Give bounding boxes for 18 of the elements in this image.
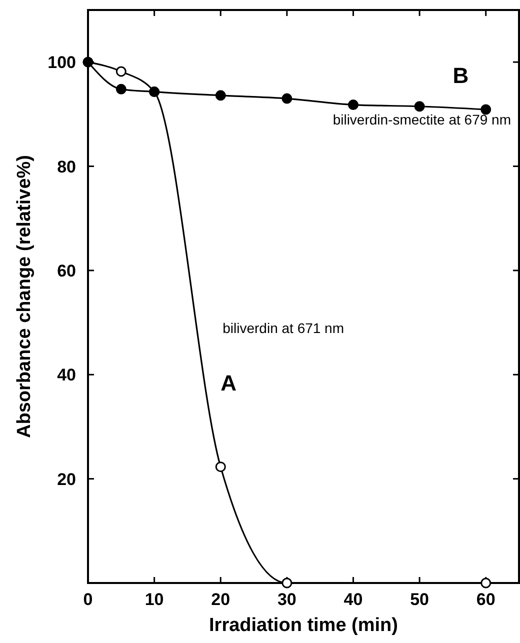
x-tick-label: 60	[476, 590, 496, 609]
x-axis-title: Irradiation time (min)	[209, 615, 398, 636]
x-tick-label: 0	[83, 590, 93, 609]
y-tick-label: 40	[57, 366, 76, 385]
y-tick-label: 100	[48, 53, 76, 72]
series-label: A	[220, 370, 237, 396]
y-tick-label: 20	[57, 470, 76, 489]
y-tick-label: 60	[57, 261, 76, 280]
annotation: biliverdin at 671 nm	[222, 320, 344, 336]
y-axis-title: Absorbance change (relative%)	[14, 155, 35, 438]
x-tick-label: 10	[144, 590, 164, 609]
legend-label: B	[452, 62, 469, 88]
x-tick-label: 40	[344, 590, 363, 609]
annotation: biliverdin-smectite at 679 nm	[332, 112, 511, 128]
y-tick-label: 80	[57, 157, 76, 176]
x-tick-label: 50	[410, 590, 429, 609]
x-tick-label: 30	[277, 590, 296, 609]
x-tick-label: 20	[211, 590, 230, 609]
